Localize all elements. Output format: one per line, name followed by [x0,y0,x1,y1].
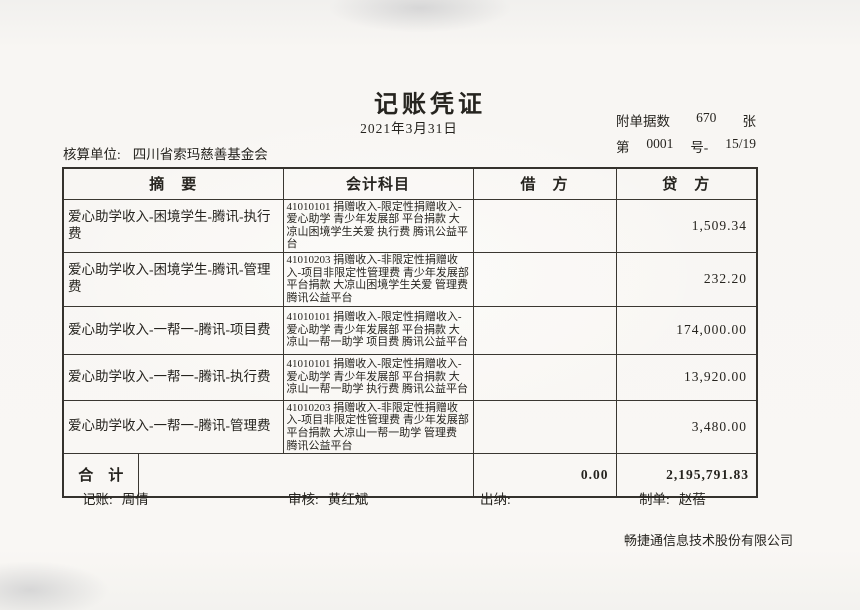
credit-cell: 232.20 [615,252,758,307]
account-cell: 41010101 捐赠收入-限定性捐赠收入-爱心助学 青少年发展部 平台捐款 大… [282,198,474,254]
reviewer-name: 黄红斌 [327,492,369,507]
cashier-label: 出纳: [480,492,511,507]
summary-cell: 爱心助学收入-困境学生-腾讯-执行费 [62,198,284,254]
voucher-number-prefix: 第 [616,140,630,155]
bookkeeper-label: 记账: [82,492,113,507]
debit-cell [472,198,617,254]
accounting-unit-row: 核算单位: 四川省索玛慈善基金会 [63,143,268,163]
summary-cell: 爱心助学收入-一帮一-腾讯-执行费 [62,353,284,401]
table-row: 爱心助学收入-困境学生-腾讯-管理费 41010203 捐赠收入-非限定性捐赠收… [62,252,758,307]
voucher-number: 0001 [646,136,674,151]
header-debit: 借 方 [472,167,617,200]
voucher-table: 摘 要 会计科目 借 方 贷 方 爱心助学收入-困境学生-腾讯-执行费 4101… [62,167,759,498]
table-row: 爱心助学收入-一帮一-腾讯-项目费 41010101 捐赠收入-限定性捐赠收入-… [62,305,758,355]
credit-cell: 1,509.34 [615,198,758,254]
total-empty-cell [137,453,474,498]
software-company-name: 畅捷通信息技术股份有限公司 [623,533,793,548]
bookkeeper-signature: 记账: 周倩 [82,488,149,508]
debit-cell [472,353,617,401]
reviewer-signature: 审核: 黄红斌 [288,488,368,508]
credit-cell: 3,480.00 [615,399,758,455]
total-credit-cell: 2,195,791.83 [615,453,758,498]
summary-cell: 爱心助学收入-困境学生-腾讯-管理费 [62,252,284,307]
account-cell: 41010203 捐赠收入-非限定性捐赠收入-项目非限定性管理费 青少年发展部 … [282,252,474,307]
account-cell: 41010203 捐赠收入-非限定性捐赠收入-项目非限定性管理费 青少年发展部 … [282,399,474,455]
attached-documents-label: 附单据数 [616,114,670,129]
preparer-label: 制单: [639,492,670,507]
attached-documents-unit: 张 [742,114,757,129]
header-summary: 摘 要 [62,167,284,200]
debit-cell [472,399,617,455]
voucher-date: 2021年3月31日 [360,121,458,136]
signature-row: 记账: 周倩 审核: 黄红斌 出纳: 制单: 赵蓓 [0,488,860,508]
cashier-signature: 出纳: [480,488,520,508]
bookkeeper-name: 周倩 [121,492,149,507]
account-cell: 41010101 捐赠收入-限定性捐赠收入-爱心助学 青少年发展部 平台捐款 大… [282,353,474,401]
total-row: 合 计 0.00 2,195,791.83 [62,453,758,498]
credit-cell: 174,000.00 [615,305,758,355]
accounting-unit-label: 核算单位: [63,147,121,162]
table-row: 爱心助学收入-一帮一-腾讯-执行费 41010101 捐赠收入-限定性捐赠收入-… [62,353,758,401]
summary-cell: 爱心助学收入-一帮一-腾讯-管理费 [62,399,284,455]
header-credit: 贷 方 [615,167,758,200]
debit-cell [472,305,617,355]
credit-cell: 13,920.00 [615,353,758,401]
reviewer-label: 审核: [288,492,319,507]
debit-cell [472,252,617,307]
attached-documents-row: 附单据数 670 张 [616,110,756,130]
table-row: 爱心助学收入-一帮一-腾讯-管理费 41010203 捐赠收入-非限定性捐赠收入… [62,399,758,455]
table-header-row: 摘 要 会计科目 借 方 贷 方 [62,167,758,200]
accounting-unit-value: 四川省索玛慈善基金会 [132,147,268,162]
voucher-page-number: 15/19 [725,136,756,151]
preparer-signature: 制单: 赵蓓 [639,488,706,508]
voucher-number-row: 第 0001 号- 15/19 [616,136,756,156]
page-title: 记账凭证 [374,92,486,118]
header-account: 会计科目 [282,167,474,200]
attached-documents-count: 670 [696,110,717,125]
preparer-name: 赵蓓 [678,492,706,507]
voucher-number-infix: 号- [690,140,709,155]
table-row: 爱心助学收入-困境学生-腾讯-执行费 41010101 捐赠收入-限定性捐赠收入… [62,198,758,254]
summary-cell: 爱心助学收入-一帮一-腾讯-项目费 [62,305,284,355]
total-debit-cell: 0.00 [472,453,617,498]
account-cell: 41010101 捐赠收入-限定性捐赠收入-爱心助学 青少年发展部 平台捐款 大… [282,305,474,355]
